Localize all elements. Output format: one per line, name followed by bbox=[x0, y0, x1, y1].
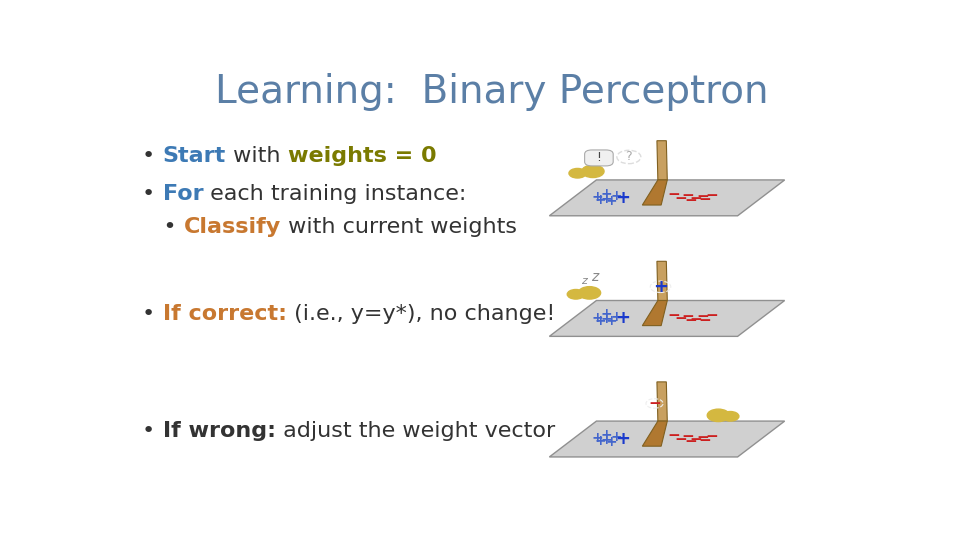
Text: with: with bbox=[226, 146, 288, 166]
Text: ?: ? bbox=[626, 151, 633, 164]
Circle shape bbox=[708, 409, 730, 422]
Text: +: + bbox=[606, 314, 617, 328]
Text: +: + bbox=[601, 307, 612, 321]
Text: !: ! bbox=[596, 151, 601, 164]
Text: For: For bbox=[162, 184, 204, 204]
Text: +: + bbox=[591, 310, 603, 325]
Text: +: + bbox=[611, 430, 622, 444]
Text: −: − bbox=[697, 309, 709, 325]
Text: +: + bbox=[594, 434, 607, 448]
Text: −: − bbox=[689, 191, 703, 206]
Text: (i.e., y=y*), no change!: (i.e., y=y*), no change! bbox=[287, 304, 555, 325]
Text: with current weights: with current weights bbox=[281, 217, 517, 237]
Text: +: + bbox=[594, 314, 607, 328]
Text: +: + bbox=[606, 193, 617, 207]
Text: −: − bbox=[682, 309, 694, 324]
Text: +: + bbox=[601, 433, 612, 447]
Text: −: − bbox=[689, 312, 703, 327]
Text: −: − bbox=[698, 433, 711, 448]
Text: −: − bbox=[675, 432, 687, 447]
Text: +: + bbox=[601, 312, 612, 326]
Text: +: + bbox=[591, 431, 603, 445]
Text: •: • bbox=[142, 217, 184, 237]
Text: −: − bbox=[682, 188, 694, 203]
Text: −: − bbox=[698, 192, 711, 207]
Text: −: − bbox=[675, 311, 687, 326]
Text: −: − bbox=[697, 430, 709, 445]
Polygon shape bbox=[657, 261, 667, 300]
Text: −: − bbox=[698, 313, 711, 328]
Text: •: • bbox=[142, 304, 162, 325]
Polygon shape bbox=[657, 141, 667, 180]
Text: −: − bbox=[682, 429, 694, 444]
Text: z: z bbox=[591, 269, 598, 284]
Text: +: + bbox=[611, 309, 622, 323]
Text: If correct:: If correct: bbox=[162, 304, 287, 325]
Text: −: − bbox=[705, 429, 718, 444]
Text: +: + bbox=[591, 190, 603, 204]
Polygon shape bbox=[642, 421, 667, 446]
Text: −: − bbox=[684, 434, 697, 449]
Text: weights = 0: weights = 0 bbox=[288, 146, 436, 166]
Text: −: − bbox=[648, 396, 660, 411]
Circle shape bbox=[722, 411, 739, 421]
Text: Classify: Classify bbox=[184, 217, 281, 237]
Text: +: + bbox=[653, 278, 668, 296]
Text: +: + bbox=[606, 435, 617, 449]
Text: +: + bbox=[615, 189, 630, 207]
Polygon shape bbox=[657, 382, 667, 421]
Circle shape bbox=[582, 165, 604, 178]
Text: each training instance:: each training instance: bbox=[204, 184, 467, 204]
Circle shape bbox=[567, 289, 585, 299]
Text: −: − bbox=[689, 433, 703, 448]
Polygon shape bbox=[642, 180, 667, 205]
Text: •: • bbox=[142, 184, 162, 204]
Text: +: + bbox=[615, 309, 630, 327]
Polygon shape bbox=[549, 180, 784, 216]
Text: +: + bbox=[601, 192, 612, 206]
Text: −: − bbox=[667, 428, 680, 443]
Text: −: − bbox=[697, 189, 709, 204]
Text: •: • bbox=[142, 421, 162, 441]
Text: +: + bbox=[611, 189, 622, 203]
Text: +: + bbox=[601, 428, 612, 442]
Text: +: + bbox=[594, 193, 607, 207]
Text: +: + bbox=[601, 187, 612, 201]
Text: −: − bbox=[705, 308, 718, 323]
Text: −: − bbox=[705, 188, 718, 203]
Text: −: − bbox=[667, 187, 680, 202]
FancyBboxPatch shape bbox=[585, 150, 613, 166]
Text: Learning:  Binary Perceptron: Learning: Binary Perceptron bbox=[215, 73, 769, 111]
Polygon shape bbox=[549, 421, 784, 457]
Text: −: − bbox=[684, 314, 697, 328]
Text: •: • bbox=[142, 146, 162, 166]
Text: −: − bbox=[684, 193, 697, 208]
Text: z: z bbox=[582, 276, 588, 286]
Text: −: − bbox=[675, 191, 687, 206]
Text: Start: Start bbox=[162, 146, 226, 166]
Text: If wrong:: If wrong: bbox=[162, 421, 276, 441]
Polygon shape bbox=[549, 300, 784, 336]
Text: +: + bbox=[615, 430, 630, 448]
Polygon shape bbox=[642, 300, 667, 326]
Text: −: − bbox=[667, 308, 680, 323]
Circle shape bbox=[569, 168, 586, 178]
Text: adjust the weight vector: adjust the weight vector bbox=[276, 421, 555, 441]
Circle shape bbox=[578, 287, 601, 299]
